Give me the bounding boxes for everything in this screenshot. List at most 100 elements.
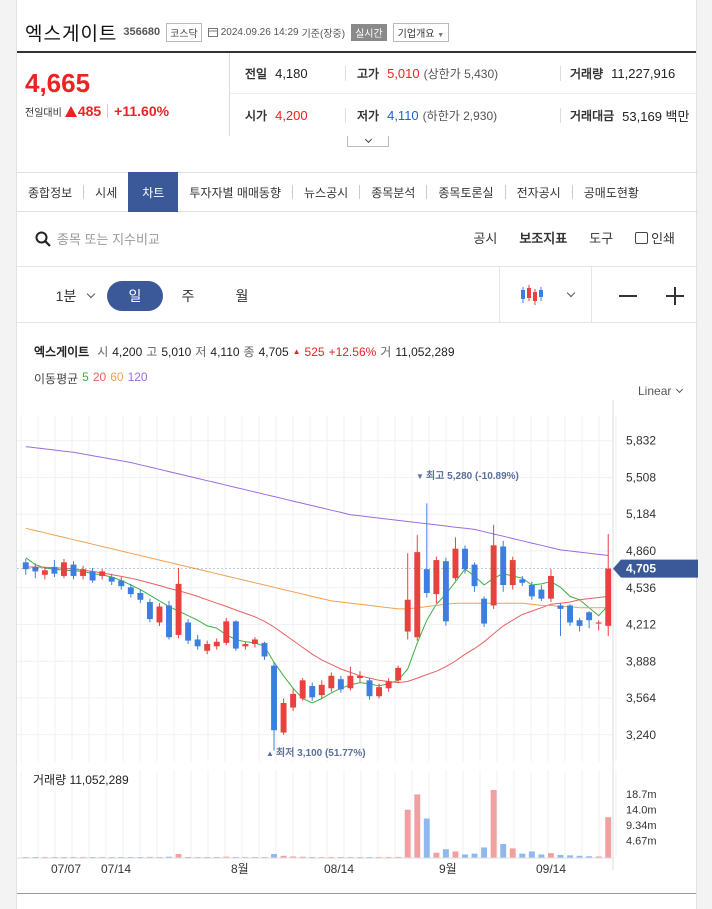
volume-bar [509,848,516,858]
volume-bar [462,854,468,858]
moving-average-legend[interactable]: 이동평균 5 20 60 120 [34,370,148,387]
print-icon [635,232,649,244]
chart-type-select[interactable] [499,267,592,322]
volume-bar [519,853,526,858]
open-price: 시가 4,200 [245,95,308,136]
high-label: 고 [146,345,158,359]
period-label: 주 [181,288,195,304]
candle-body [586,612,593,621]
ma-5: 5 [82,370,89,384]
tab-chart[interactable]: 차트 [128,172,179,212]
x-tick-label: 8월 [231,862,249,876]
bottom-divider [17,893,696,894]
main-tabs: 종합정보 시세 차트 투자자별 매매동향 뉴스공시 종목분석 종목토론실 전자공… [17,172,698,212]
ma-label: 이동평균 [34,372,79,386]
down-triangle-icon: ▼ [416,472,424,481]
zoom-in-button[interactable] [660,281,690,311]
period-week-button[interactable]: 주 [177,281,199,311]
tab-label: 뉴스공시 [304,185,349,200]
chart-toolbar: 공시 보조지표 도구 인쇄 [17,212,698,267]
ma-20-line [25,566,609,684]
collapse-button[interactable] [347,135,389,147]
current-price-label: 4,705 [626,562,656,576]
open-label: 시가 [245,109,268,123]
candle-body [89,571,96,581]
change-rate: +12.56% [328,344,377,359]
open-value: 4,200 [112,344,143,359]
candlesticks [22,503,612,751]
date-info: 2024.09.26 14:29 기준(장중) [207,25,345,40]
high-value: 5,010 [387,66,420,81]
volume-bar [471,853,478,858]
candle-body [528,585,535,597]
tab-analysis[interactable]: 종목분석 [360,172,426,212]
tab-summary[interactable]: 종합정보 [17,172,83,212]
volume-bar [433,852,440,858]
candle-body [41,570,48,575]
chart-axes: 5,832 5,508 5,184 4,860 4,536 4,212 3,888 3,564… [17,400,698,876]
divider [560,108,561,123]
candle-body [137,592,144,600]
tab-investor-trend[interactable]: 투자자별 매매동향 [178,172,292,212]
volume-bar [490,790,497,858]
tab-price[interactable]: 시세 [84,172,128,212]
scale-select[interactable]: Linear [638,384,684,398]
divider [292,185,294,199]
candle-body [347,675,354,689]
low-value: 4,110 [387,108,419,123]
market-badge: 코스닥 [166,22,202,42]
tab-discussion[interactable]: 종목토론실 [427,172,504,212]
price-tick-label: 4,536 [626,581,656,595]
ma-60: 60 [110,370,124,384]
quote-row: 시가 4,200 저가 4,110 (하한가 2,930) 거래대금 53,16… [230,95,698,136]
period-month-button[interactable]: 월 [231,281,253,311]
indicator-button[interactable]: 보조지표 [519,231,568,246]
current-price: 4,665 [25,68,91,98]
zoom-out-button[interactable] [613,281,643,311]
tab-news[interactable]: 뉴스공시 [293,172,359,212]
candle-body [328,675,335,689]
print-button[interactable]: 인쇄 [624,228,686,247]
x-tick-label: 08/14 [324,862,354,876]
price-tick-label: 5,832 [626,434,656,448]
price-chart[interactable]: 5,832 5,508 5,184 4,860 4,536 4,212 3,888 3,564… [17,400,698,900]
close-label: 종 [243,345,255,359]
candle-body [146,602,153,620]
tab-short-selling[interactable]: 공매도현황 [573,172,650,212]
chevron-down-icon [364,135,372,143]
volume-bar [299,856,306,858]
disclosure-button[interactable]: 공시 [473,231,498,246]
candle-body [462,548,468,570]
volume-bar [538,854,545,858]
volume-bar [223,856,230,858]
open-label: 시 [97,345,109,359]
volume-bar [423,818,430,858]
minute-select[interactable]: 1분 [45,281,105,311]
candle-body [490,545,497,606]
search-input[interactable] [57,228,357,250]
candle-body [204,644,211,651]
volume-bar [175,854,182,858]
high-label: 고가 [357,67,380,81]
tab-label: 전자공시 [516,185,561,200]
search-icon[interactable] [35,231,51,247]
divider [83,185,85,199]
candle-body [471,564,478,587]
tab-disclosure[interactable]: 전자공시 [506,172,572,212]
x-tick-label: 07/07 [51,862,81,876]
plus-icon [674,287,676,305]
volume-bar [605,817,612,858]
chevron-down-icon [87,289,96,299]
volume-bar [586,856,593,858]
upper-limit: (상한가 5,430) [423,67,499,81]
low-label: 저가 [357,109,380,123]
live-badge[interactable]: 실시간 [351,23,387,41]
volume-bar [481,847,488,858]
period-day-button[interactable]: 일 [107,281,163,311]
candle-body [452,548,459,579]
candle-body [605,568,612,626]
volume-bar [557,854,564,858]
corp-info-button[interactable]: 기업개요 ▼ [392,22,450,42]
candle-body [251,639,258,645]
drawing-tool-button[interactable]: 도구 [589,231,614,246]
